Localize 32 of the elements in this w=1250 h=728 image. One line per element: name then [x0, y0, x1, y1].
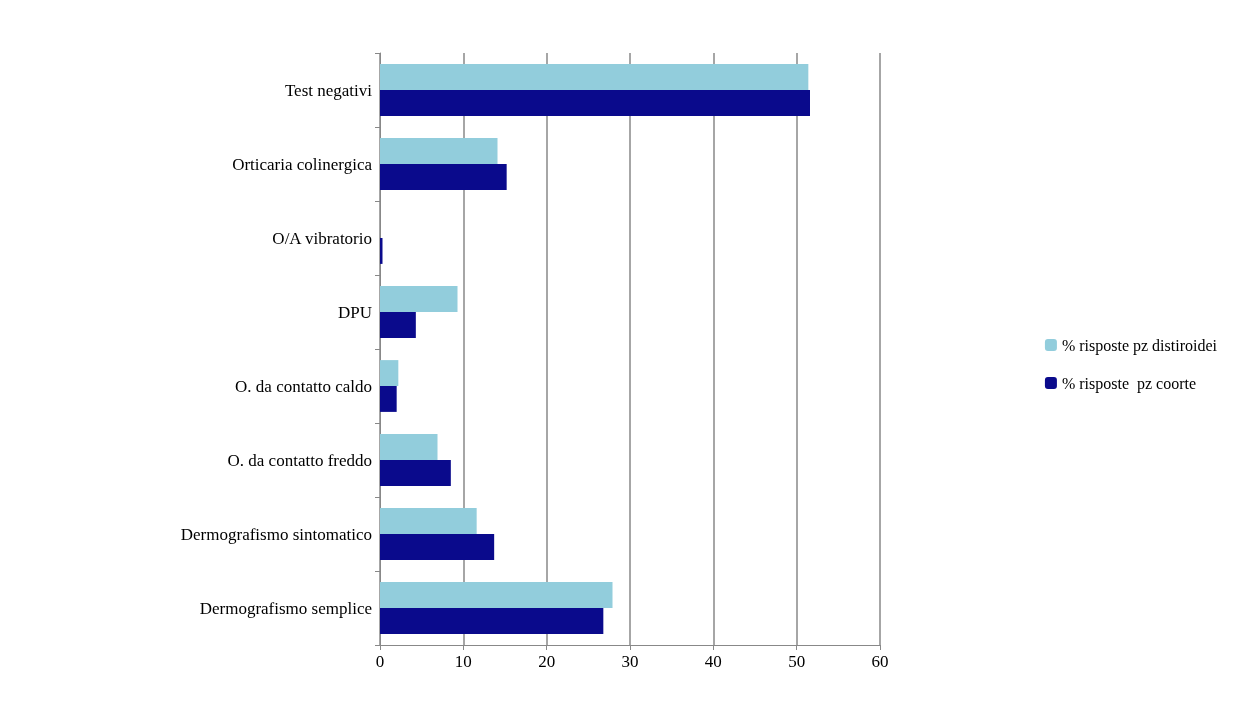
x-tick-label: 50: [788, 652, 806, 671]
bar: [380, 90, 810, 116]
bar: [380, 386, 397, 412]
bar: [380, 64, 809, 90]
bar: [380, 508, 477, 534]
bar: [380, 534, 495, 560]
bar: [380, 582, 613, 608]
x-tick-label: 30: [621, 652, 639, 671]
x-tick-label: 10: [454, 652, 472, 671]
y-tick-label: Dermografismo semplice: [199, 598, 372, 618]
bar: [380, 360, 399, 386]
y-tick-label: Dermografismo sintomatico: [180, 524, 372, 544]
legend-label: % risposte pz distiroidei: [1061, 336, 1218, 355]
bar: [380, 138, 498, 164]
bar: [380, 434, 438, 460]
x-tick-label: 20: [538, 652, 556, 671]
y-tick-label: Test negativi: [284, 80, 373, 100]
bar: [380, 286, 458, 312]
bar: [380, 312, 416, 338]
bar: [380, 608, 604, 634]
y-tick-label: DPU: [337, 302, 372, 322]
bar: [380, 460, 451, 486]
y-tick-label: O. da contatto caldo: [235, 376, 372, 396]
y-tick-label: O. da contatto freddo: [227, 450, 372, 470]
x-tick-label: 40: [704, 652, 722, 671]
y-tick-label: Orticaria colinergica: [232, 154, 373, 174]
x-tick-label: 0: [375, 652, 385, 671]
x-tick-label: 60: [871, 652, 889, 671]
legend-label: % risposte pz coorte: [1061, 374, 1197, 393]
bar: [380, 164, 507, 190]
bar: [380, 238, 383, 264]
y-tick-label: O/A vibratorio: [272, 228, 372, 248]
